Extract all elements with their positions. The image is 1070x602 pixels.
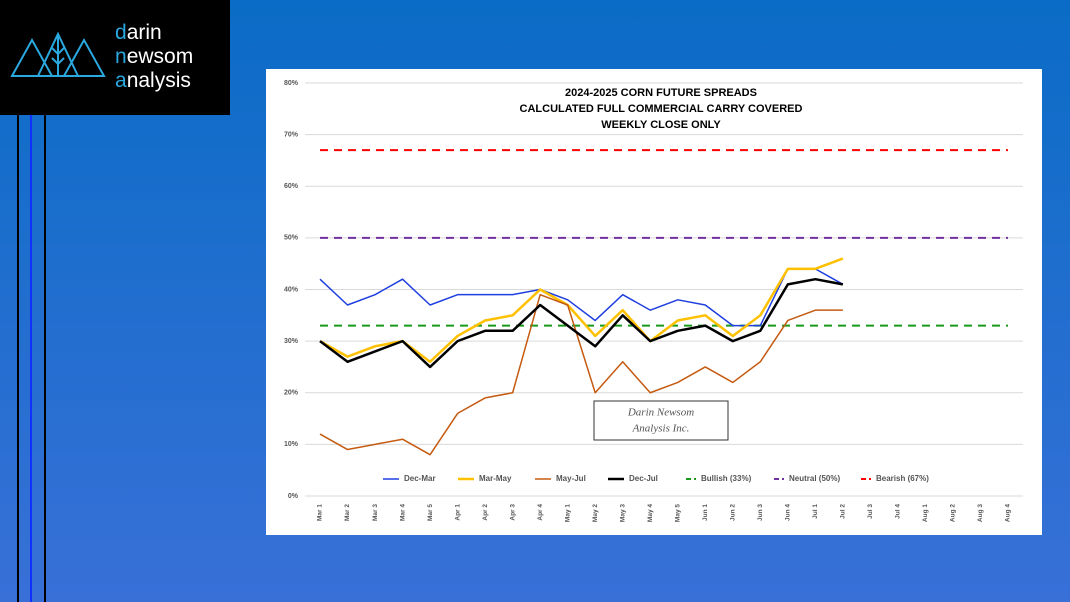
chart-panel bbox=[266, 69, 1042, 535]
legend-label: May-Jul bbox=[556, 474, 586, 483]
legend-label: Bullish (33%) bbox=[701, 474, 752, 483]
legend-label: Bearish (67%) bbox=[876, 474, 929, 483]
watermark-text: Darin Newsom bbox=[627, 407, 694, 419]
x-tick-label: May 1 bbox=[564, 504, 571, 522]
x-tick-label: Aug 4 bbox=[1005, 504, 1012, 522]
x-tick-label: Aug 3 bbox=[977, 504, 984, 522]
y-tick-label: 70% bbox=[284, 131, 299, 138]
x-tick-label: Apr 3 bbox=[509, 504, 516, 521]
logo-line: analysis bbox=[115, 69, 191, 92]
chart-title: WEEKLY CLOSE ONLY bbox=[601, 119, 721, 131]
y-tick-label: 10% bbox=[284, 441, 299, 448]
x-tick-label: Aug 1 bbox=[922, 504, 929, 522]
logo-rest: ewsom bbox=[127, 45, 194, 68]
chart-title: 2024-2025 CORN FUTURE SPREADS bbox=[565, 87, 757, 99]
legend-label: Mar-May bbox=[479, 474, 512, 483]
chart: 2024-2025 CORN FUTURE SPREADS CALCULATED … bbox=[284, 80, 1023, 522]
logo-rest: nalysis bbox=[127, 69, 191, 92]
x-tick-label: May 5 bbox=[674, 504, 681, 522]
chart-title: CALCULATED FULL COMMERCIAL CARRY COVERED bbox=[520, 103, 803, 115]
x-tick-label: Aug 2 bbox=[950, 504, 957, 522]
x-tick-label: Jul 3 bbox=[867, 504, 874, 519]
series-line bbox=[319, 293, 843, 456]
y-tick-label: 50% bbox=[284, 235, 299, 242]
y-tick-label: 30% bbox=[284, 338, 299, 345]
legend-label: Neutral (50%) bbox=[789, 474, 840, 483]
watermark-box bbox=[593, 400, 729, 441]
x-tick-label: Jun 1 bbox=[702, 504, 709, 521]
y-tick-label: 0% bbox=[288, 493, 299, 500]
y-tick-label: 60% bbox=[284, 183, 299, 190]
x-tick-label: Mar 5 bbox=[427, 504, 434, 521]
x-tick-label: Mar 2 bbox=[344, 504, 351, 521]
y-tick-label: 20% bbox=[284, 390, 299, 397]
legend-label: Dec-Mar bbox=[404, 474, 436, 483]
x-tick-label: Jun 4 bbox=[785, 504, 792, 521]
logo-icon bbox=[10, 31, 106, 77]
x-tick-label: Apr 4 bbox=[537, 504, 544, 521]
legend-label: Dec-Jul bbox=[629, 474, 658, 483]
logo-accent: n bbox=[115, 45, 127, 68]
x-tick-label: May 2 bbox=[592, 504, 599, 522]
x-tick-label: May 4 bbox=[647, 504, 654, 522]
x-tick-label: Jul 4 bbox=[895, 504, 902, 519]
y-tick-label: 40% bbox=[284, 286, 299, 293]
logo-line: newsom bbox=[115, 45, 193, 68]
x-tick-label: Apr 2 bbox=[482, 504, 489, 521]
logo-box bbox=[0, 0, 230, 115]
logo-accent: a bbox=[115, 69, 127, 92]
x-tick-label: Jun 3 bbox=[757, 504, 764, 521]
logo-accent: d bbox=[115, 21, 127, 44]
x-tick-label: Mar 4 bbox=[399, 504, 406, 521]
x-tick-label: Jul 1 bbox=[812, 504, 819, 519]
x-tick-label: Jul 2 bbox=[840, 504, 847, 519]
x-tick-label: Mar 3 bbox=[372, 504, 379, 521]
x-tick-label: May 3 bbox=[619, 504, 626, 522]
series-line bbox=[319, 268, 844, 327]
logo-line: darin bbox=[115, 21, 162, 44]
logo-rest: arin bbox=[127, 21, 162, 44]
x-tick-label: Mar 1 bbox=[317, 504, 324, 521]
x-tick-label: Apr 1 bbox=[454, 504, 461, 521]
watermark-text: Analysis Inc. bbox=[632, 423, 690, 435]
y-tick-label: 80% bbox=[284, 80, 299, 87]
series-line bbox=[319, 277, 844, 369]
x-tick-label: Jun 2 bbox=[730, 504, 737, 521]
